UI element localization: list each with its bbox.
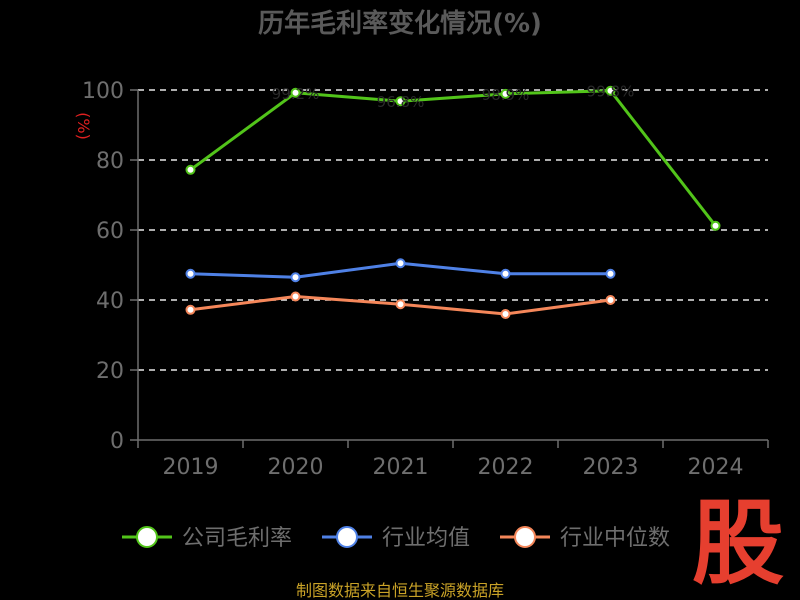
y-axis-label: (%) xyxy=(74,112,93,140)
data-point[interactable] xyxy=(395,299,406,310)
series-2 xyxy=(185,291,616,319)
chart-title: 历年毛利率变化情况(%) xyxy=(258,8,542,39)
legend-item-1[interactable]: 行业均值 xyxy=(322,526,470,551)
data-label: 98.9% xyxy=(482,86,530,104)
x-tick-label-2020: 2020 xyxy=(268,455,324,480)
legend-marker xyxy=(336,526,358,548)
data-point[interactable] xyxy=(290,272,301,283)
legend-label: 公司毛利率 xyxy=(182,526,292,551)
y-tick-label: 40 xyxy=(96,289,124,314)
data-point[interactable] xyxy=(710,220,721,231)
data-point[interactable] xyxy=(605,85,616,96)
series-layer: 99.2% 96.8% 98.9% 99.8% xyxy=(185,83,721,319)
series-line xyxy=(189,89,717,227)
data-point[interactable] xyxy=(185,304,196,315)
legend-item-2[interactable]: 行业中位数 xyxy=(500,526,670,551)
data-point[interactable] xyxy=(395,258,406,269)
y-tick-label: 100 xyxy=(82,79,124,104)
legend-label: 行业中位数 xyxy=(560,526,670,551)
axes xyxy=(130,89,769,448)
data-label: 96.8% xyxy=(377,93,425,111)
legend: 公司毛利率 行业均值 行业中位数 xyxy=(122,526,670,551)
legend-marker xyxy=(514,526,536,548)
x-tick-label-2022: 2022 xyxy=(478,455,534,480)
y-tick-label: 60 xyxy=(96,219,124,244)
y-tick-label: 20 xyxy=(96,359,124,384)
x-tick-label-2019: 2019 xyxy=(163,455,219,480)
y-ticks: 0 20 40 60 80 100 xyxy=(82,79,124,454)
data-point[interactable] xyxy=(185,164,196,175)
data-point[interactable] xyxy=(605,268,616,279)
data-point[interactable] xyxy=(185,268,196,279)
data-point[interactable] xyxy=(500,88,511,99)
data-point[interactable] xyxy=(290,291,301,302)
data-source-footer: 制图数据来自恒生聚源数据库 xyxy=(296,581,504,600)
x-tick-label-2021: 2021 xyxy=(373,455,429,480)
data-point[interactable] xyxy=(290,87,301,98)
x-tick-label-2023: 2023 xyxy=(583,455,639,480)
data-point[interactable] xyxy=(500,309,511,319)
grid xyxy=(138,89,768,371)
series-1 xyxy=(185,258,616,283)
x-ticks: 2019 2020 2021 2022 2023 2024 xyxy=(163,455,744,480)
legend-item-0[interactable]: 公司毛利率 xyxy=(122,526,292,551)
data-label: 99.8% xyxy=(587,83,635,101)
data-point[interactable] xyxy=(395,96,406,107)
data-point[interactable] xyxy=(500,268,511,279)
data-point[interactable] xyxy=(605,295,616,305)
y-tick-label: 0 xyxy=(110,429,124,454)
x-tick-label-2024: 2024 xyxy=(688,455,744,480)
data-label: 99.2% xyxy=(272,85,320,103)
series-0: 99.2% 96.8% 98.9% 99.8% xyxy=(185,83,721,231)
brand-logo: 股 xyxy=(692,490,784,597)
legend-label: 行业均值 xyxy=(382,526,470,551)
y-tick-label: 80 xyxy=(96,149,124,174)
legend-marker xyxy=(136,526,158,548)
